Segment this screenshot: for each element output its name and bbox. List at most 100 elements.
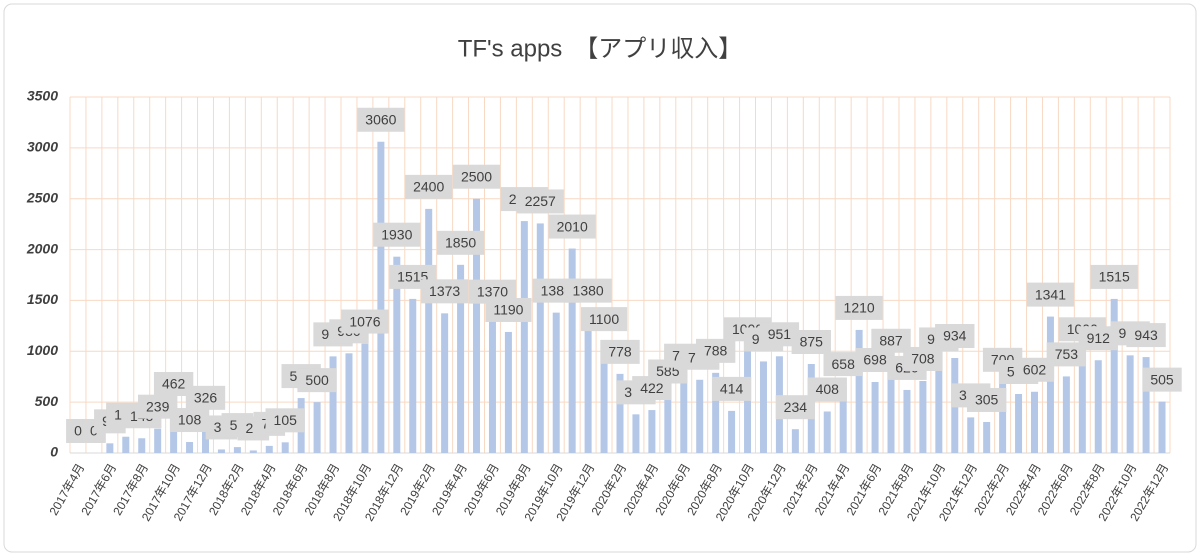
value-label-box <box>452 164 501 189</box>
bar <box>728 410 736 453</box>
bar <box>935 361 943 453</box>
bar <box>457 264 465 453</box>
value-label-box <box>341 309 389 334</box>
y-tick-label: 500 <box>35 393 59 409</box>
value-label: 1515 <box>1099 269 1130 285</box>
bar <box>1062 376 1070 453</box>
bar <box>154 428 162 453</box>
value-label: 602 <box>1023 361 1047 377</box>
value-label: 1380 <box>573 282 604 298</box>
bar <box>568 248 576 453</box>
bar <box>999 381 1007 453</box>
bar <box>202 419 210 453</box>
bar <box>233 447 241 453</box>
bar <box>345 353 353 453</box>
bar <box>887 362 895 453</box>
bar <box>712 372 720 453</box>
y-tick-label: 2500 <box>26 189 58 205</box>
bar <box>186 442 194 453</box>
value-label: 422 <box>640 380 664 396</box>
value-label: 2500 <box>461 168 492 184</box>
value-label: 239 <box>146 398 170 414</box>
bar <box>680 377 688 453</box>
bar <box>281 442 289 453</box>
bar <box>249 450 257 453</box>
bar <box>919 380 927 453</box>
value-label: 658 <box>832 356 856 372</box>
bar <box>122 436 130 453</box>
bar <box>473 198 481 453</box>
bar <box>313 402 321 453</box>
value-label: 1210 <box>844 300 875 316</box>
value-label-box <box>711 376 752 401</box>
bar <box>1078 351 1086 453</box>
value-label-box <box>807 377 847 402</box>
bar <box>1046 316 1054 453</box>
value-label-box <box>548 214 596 239</box>
value-label-box <box>516 189 564 214</box>
bar <box>1142 357 1150 453</box>
bar <box>791 429 799 453</box>
value-label: 1100 <box>589 311 619 327</box>
bar <box>632 414 640 453</box>
value-label-box <box>265 408 305 433</box>
bar <box>648 410 656 453</box>
value-label: 943 <box>1134 327 1158 343</box>
bar <box>903 389 911 453</box>
y-tick-label: 1500 <box>27 291 58 307</box>
value-label-box <box>405 174 453 199</box>
value-label: 3060 <box>365 111 396 127</box>
value-label: 887 <box>879 332 903 348</box>
y-tick-label: 0 <box>50 444 58 460</box>
bar <box>425 208 433 453</box>
value-label: 1373 <box>429 283 460 299</box>
bar <box>983 421 991 453</box>
value-label-box <box>373 222 421 247</box>
chart-frame <box>3 3 1197 553</box>
bar <box>1110 298 1118 453</box>
y-tick-label: 3000 <box>27 139 58 155</box>
value-label: 1190 <box>493 302 523 318</box>
bar <box>967 417 975 453</box>
value-label: 2257 <box>525 193 556 209</box>
value-label: 326 <box>194 390 218 406</box>
value-label: 408 <box>816 381 840 397</box>
chart-title: TF's apps 【アプリ収入】 <box>458 35 743 62</box>
value-label-box <box>437 230 485 255</box>
bar <box>393 256 401 453</box>
value-label-box <box>185 385 226 410</box>
value-label: 1850 <box>445 235 476 251</box>
value-label: 698 <box>863 352 887 368</box>
bar <box>536 223 544 453</box>
bar <box>329 356 337 453</box>
value-label-box <box>564 278 612 303</box>
bar <box>361 343 369 453</box>
value-label: 500 <box>305 372 329 388</box>
value-label-box <box>966 387 1007 412</box>
value-label: 234 <box>784 399 808 415</box>
bar <box>377 141 385 454</box>
bar <box>138 438 146 453</box>
value-label-box <box>695 338 736 363</box>
value-label-box <box>600 339 640 364</box>
value-label: 778 <box>608 344 632 360</box>
value-label: 505 <box>1150 371 1174 387</box>
value-label-box <box>581 307 628 332</box>
value-label-box <box>1126 323 1166 348</box>
value-label: 0 <box>90 423 98 439</box>
value-label: 0 <box>74 423 82 439</box>
y-tick-label: 3500 <box>27 88 58 104</box>
bar <box>106 443 114 453</box>
value-label: 788 <box>704 343 728 359</box>
value-label-box <box>1090 264 1138 289</box>
bar <box>855 329 863 453</box>
value-label: 462 <box>162 376 186 392</box>
y-tick-label: 1000 <box>27 342 58 358</box>
bar <box>600 341 608 453</box>
value-label-box <box>935 323 975 348</box>
bar <box>759 361 767 453</box>
value-label: 1930 <box>381 226 412 242</box>
y-tick-label: 2000 <box>26 240 58 256</box>
value-label-box <box>1142 367 1182 392</box>
